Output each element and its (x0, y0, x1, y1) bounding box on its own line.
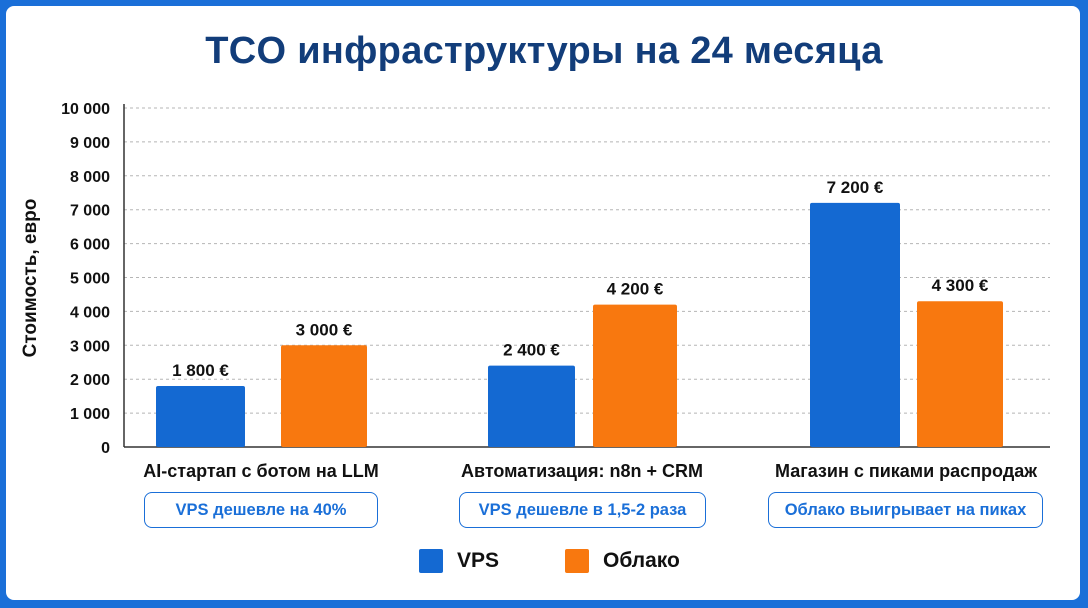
bar-cloud (917, 301, 1003, 447)
bar-cloud (593, 304, 677, 447)
y-tick-label: 7 000 (70, 203, 110, 220)
y-tick-label: 9 000 (70, 135, 110, 152)
y-tick-label: 1 000 (70, 406, 110, 423)
data-label-vps: 7 200 € (827, 178, 884, 197)
annotation-automation: VPS дешевле в 1,5-2 раза (459, 492, 706, 528)
legend-item-cloud: Облако (565, 549, 680, 573)
data-label-cloud: 3 000 € (296, 320, 353, 339)
legend-swatch-cloud (565, 549, 589, 573)
legend-item-vps: VPS (419, 549, 499, 573)
x-tick-label: Автоматизация: n8n + CRM (461, 461, 703, 481)
y-tick-label: 3 000 (70, 338, 110, 355)
y-tick-label: 0 (101, 440, 110, 457)
bar-cloud (281, 345, 367, 447)
y-tick-label: 8 000 (70, 169, 110, 186)
data-label-cloud: 4 300 € (932, 276, 989, 295)
data-label-cloud: 4 200 € (607, 280, 664, 299)
x-tick-label: AI-стартап с ботом на LLM (143, 461, 379, 481)
legend-swatch-vps (419, 549, 443, 573)
y-tick-label: 4 000 (70, 304, 110, 321)
x-tick-label: Магазин с пиками распродаж (775, 461, 1037, 481)
bar-vps (810, 202, 900, 447)
legend-label-vps: VPS (457, 549, 500, 572)
annotation-ai-startup: VPS дешевле на 40% (144, 492, 378, 528)
y-tick-label: 5 000 (70, 271, 110, 288)
y-tick-label: 2 000 (70, 372, 110, 389)
data-label-vps: 2 400 € (503, 341, 560, 360)
chart-title: TCO инфраструктуры на 24 месяца (205, 30, 883, 72)
y-tick-label: 10 000 (61, 101, 110, 118)
bar-vps (156, 385, 245, 447)
legend-label-cloud: Облако (603, 549, 680, 572)
data-label-vps: 1 800 € (172, 361, 229, 380)
annotation-shop: Облако выигрывает на пиках (768, 492, 1043, 528)
bar-vps (488, 365, 575, 447)
y-tick-label: 6 000 (70, 237, 110, 254)
